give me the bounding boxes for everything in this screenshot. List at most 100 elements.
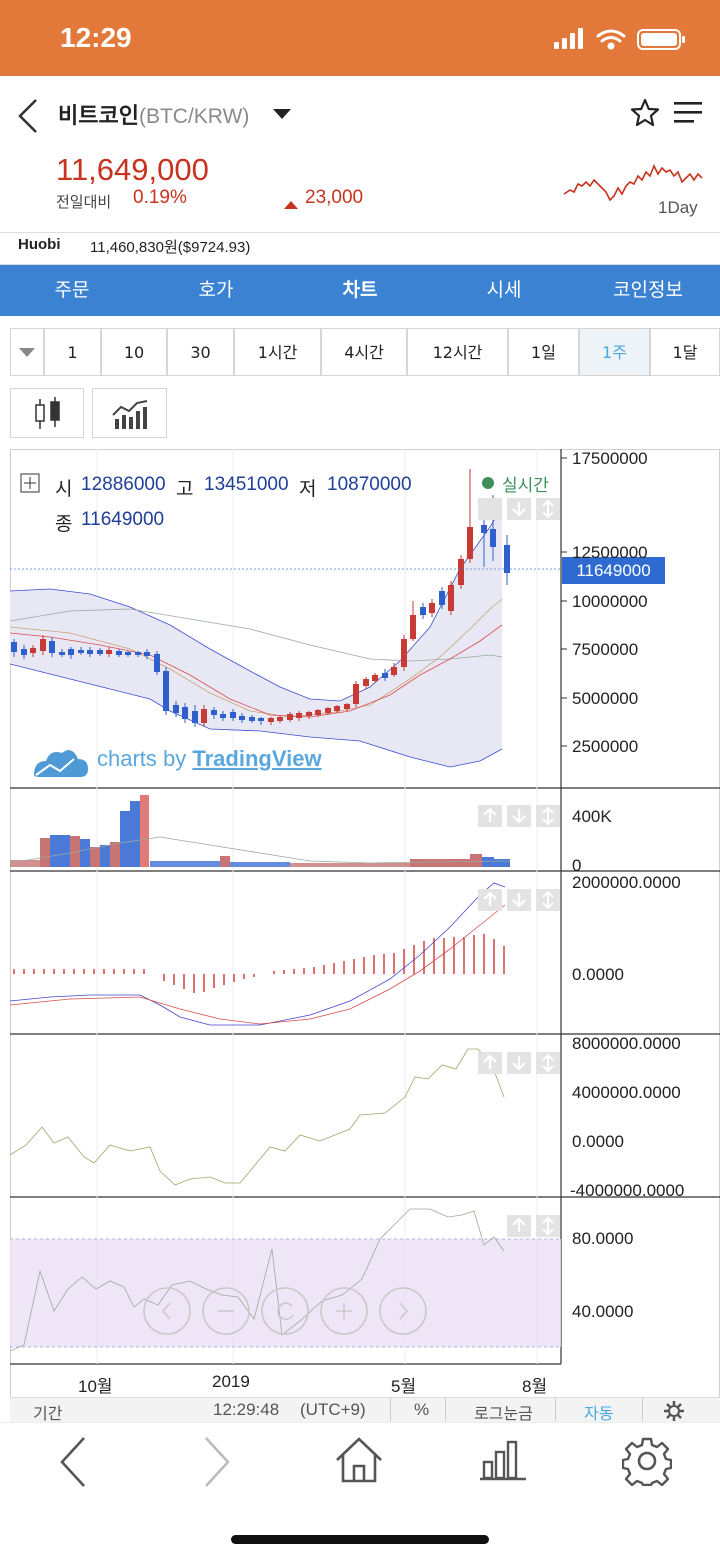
y-tick-label: 40.0000 bbox=[572, 1302, 634, 1321]
coin-title[interactable]: 비트코인(BTC/KRW) bbox=[58, 98, 249, 130]
chart-nav-controls bbox=[143, 1287, 427, 1335]
ohlc-close-label: 종 bbox=[55, 514, 73, 535]
interval-1d[interactable]: 1일 bbox=[508, 328, 579, 376]
reference-exchange: Huobi bbox=[18, 236, 61, 253]
y-tick-label: 0.0000 bbox=[572, 965, 624, 984]
indicator-button[interactable] bbox=[92, 388, 167, 438]
battery-icon bbox=[637, 29, 685, 50]
y-tick-label: 0 bbox=[572, 856, 582, 875]
period-button[interactable]: 기간 bbox=[33, 1404, 63, 1423]
nav-forward-icon[interactable] bbox=[198, 1436, 234, 1488]
reference-price: 11,460,830원($9724.93) bbox=[90, 239, 251, 256]
footer-time: 12:29:48 bbox=[213, 1400, 280, 1419]
current-price: 11,649,000 bbox=[56, 152, 209, 187]
y-tick-label: 8000000.0000 bbox=[572, 1034, 681, 1053]
zoom-in-button bbox=[320, 1287, 368, 1335]
divider bbox=[642, 1397, 643, 1421]
y-tick-label: 17500000 bbox=[572, 449, 648, 468]
x-tick-label: 2019 bbox=[212, 1372, 250, 1391]
percent-toggle[interactable]: % bbox=[414, 1400, 430, 1419]
caret-down-icon[interactable] bbox=[272, 108, 292, 120]
tab-orderbook[interactable]: 호가 bbox=[198, 279, 234, 301]
last-price-tag: 11649000 bbox=[562, 557, 665, 584]
ohlc-low-value: 10870000 bbox=[327, 474, 412, 495]
x-tick-label: 5월 bbox=[391, 1377, 417, 1396]
moving-average-long bbox=[10, 608, 503, 662]
chart-footer bbox=[10, 1397, 720, 1422]
stochastic-line bbox=[10, 1208, 505, 1352]
auto-scale-toggle[interactable]: 자동 bbox=[584, 1404, 614, 1423]
footer-timezone[interactable]: (UTC+9) bbox=[300, 1400, 366, 1419]
back-icon[interactable] bbox=[14, 96, 42, 136]
tradingview-logo-icon bbox=[34, 750, 88, 777]
y-tick-label: -4000000.0000 bbox=[570, 1181, 685, 1200]
menu-icon[interactable] bbox=[674, 100, 704, 126]
ohlc-high-value: 13451000 bbox=[204, 474, 289, 495]
interval-1w[interactable]: 1주 bbox=[579, 328, 650, 376]
y-tick-label: 2000000.0000 bbox=[572, 873, 681, 892]
day-sparkline[interactable] bbox=[560, 156, 706, 212]
tab-coin-info[interactable]: 코인정보 bbox=[613, 279, 683, 301]
y-tick-label: 5000000 bbox=[572, 689, 639, 708]
interval-30m[interactable]: 30 bbox=[167, 328, 234, 376]
sparkline-label: 1Day bbox=[658, 198, 698, 217]
y-tick-label: 2500000 bbox=[572, 737, 639, 756]
status-icons bbox=[554, 28, 685, 50]
reference-price-row bbox=[0, 232, 720, 265]
divider bbox=[390, 1397, 391, 1421]
interval-1m[interactable]: 1 bbox=[44, 328, 101, 376]
status-clock: 12:29 bbox=[60, 22, 132, 53]
macd-histogram bbox=[13, 934, 505, 993]
realtime-label[interactable]: 실시간 bbox=[502, 476, 549, 496]
status-bar bbox=[0, 0, 720, 76]
interval-10m[interactable]: 10 bbox=[101, 328, 167, 376]
zoom-out-button bbox=[202, 1287, 250, 1335]
home-icon[interactable] bbox=[334, 1436, 384, 1484]
ohlc-open-value: 12886000 bbox=[81, 474, 166, 495]
watermark-brand[interactable]: TradingView bbox=[192, 746, 322, 771]
interval-1mo[interactable]: 1달 bbox=[650, 328, 720, 376]
ohlc-low-label: 저 bbox=[299, 479, 317, 500]
change-percent: 0.19% bbox=[133, 187, 187, 208]
y-tick-label: 80.0000 bbox=[572, 1229, 634, 1248]
reset-button bbox=[261, 1287, 309, 1335]
macd-line bbox=[10, 882, 506, 1026]
candle-type-button[interactable] bbox=[10, 388, 84, 438]
ohlc-open-label: 시 bbox=[55, 479, 73, 500]
y-tick-label: 4000000.0000 bbox=[572, 1083, 681, 1102]
watermark-text: charts by TradingView bbox=[97, 746, 322, 772]
favorite-star-icon[interactable] bbox=[630, 98, 660, 128]
settings-gear-icon[interactable] bbox=[622, 1436, 672, 1486]
log-scale-toggle[interactable]: 로그눈금 bbox=[474, 1404, 533, 1423]
bollinger-lower-line bbox=[10, 663, 503, 768]
y-tick-label: 400K bbox=[572, 807, 612, 826]
caret-down-icon bbox=[19, 348, 35, 357]
scroll-right-button bbox=[379, 1287, 427, 1335]
crosshair-icon bbox=[20, 473, 40, 493]
ohlc-close-value: 11649000 bbox=[81, 509, 165, 530]
x-tick-label: 8월 bbox=[522, 1377, 548, 1396]
tab-market[interactable]: 시세 bbox=[486, 279, 522, 301]
interval-dropdown[interactable] bbox=[10, 328, 44, 376]
watermark-prefix: charts by bbox=[97, 746, 187, 771]
signal-icon bbox=[554, 28, 583, 49]
change-amount: 23,000 bbox=[305, 187, 364, 208]
scroll-left-button bbox=[143, 1287, 191, 1335]
price-chart[interactable] bbox=[10, 449, 720, 1421]
tab-chart[interactable]: 차트 bbox=[342, 279, 378, 301]
macd-signal-line bbox=[10, 904, 506, 1025]
ohlc-high-label: 고 bbox=[176, 479, 194, 500]
y-tick-label: 12500000 bbox=[572, 543, 648, 562]
chart-settings-gear-icon[interactable] bbox=[664, 1401, 684, 1421]
coin-name: 비트코인 bbox=[58, 103, 139, 128]
candlestick-icon bbox=[35, 397, 60, 429]
chart-menu-icon[interactable] bbox=[480, 1438, 528, 1482]
y-tick-label: 7500000 bbox=[572, 640, 639, 659]
nav-back-icon[interactable] bbox=[56, 1436, 92, 1488]
tab-order[interactable]: 주문 bbox=[54, 279, 90, 301]
interval-1h[interactable]: 1시간 bbox=[234, 328, 321, 376]
coin-header bbox=[0, 76, 720, 233]
interval-4h[interactable]: 4시간 bbox=[321, 328, 407, 376]
divider bbox=[555, 1397, 556, 1421]
interval-12h[interactable]: 12시간 bbox=[407, 328, 508, 376]
